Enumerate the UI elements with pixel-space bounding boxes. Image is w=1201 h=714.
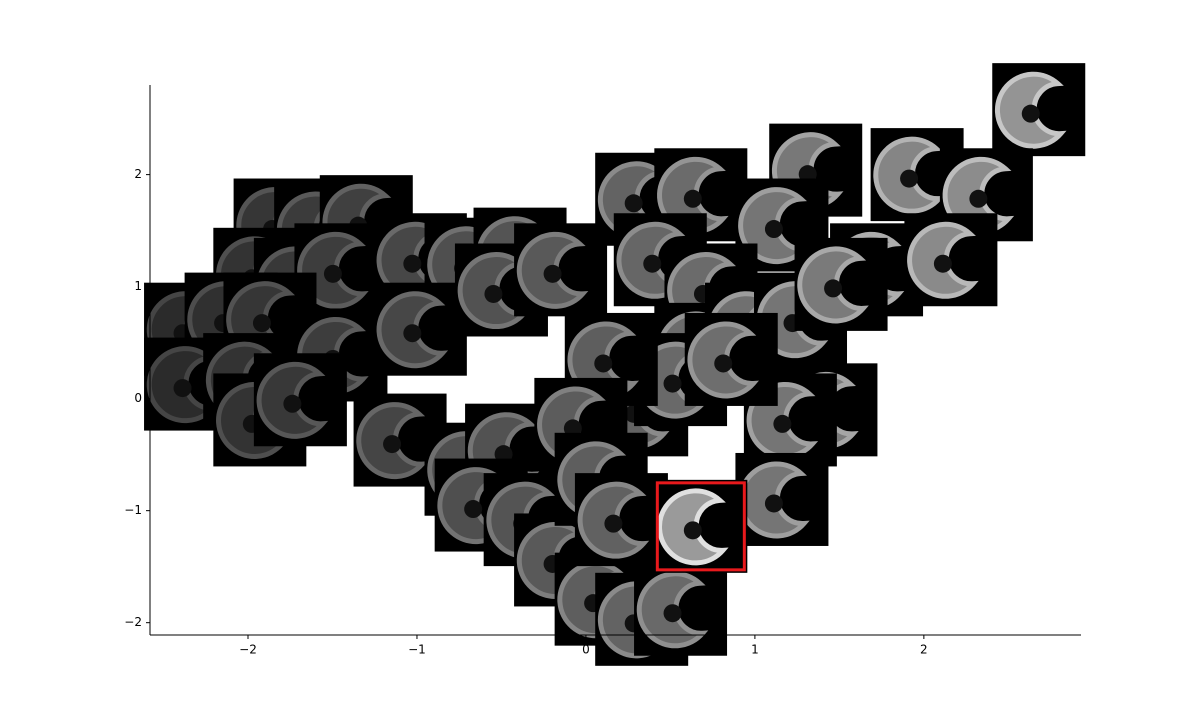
y-tick-label: 0	[134, 391, 142, 405]
tile-hole	[764, 494, 783, 513]
tile-hole	[1021, 104, 1040, 123]
image-point	[794, 237, 888, 331]
tile-hole	[773, 414, 792, 433]
image-point	[684, 312, 778, 406]
tile-hole	[933, 254, 952, 273]
image-point	[735, 452, 829, 546]
tile-hole	[464, 500, 483, 519]
tile-hole	[643, 254, 662, 273]
axes: −2 −1 0 1 2 −2 −1 0 1 2	[124, 85, 1081, 657]
y-tick-label: 1	[134, 279, 142, 293]
image-point	[634, 562, 728, 656]
tile-hole	[824, 279, 843, 298]
y-tick-label: −2	[124, 615, 142, 629]
tile-hole	[173, 379, 192, 398]
tile-hole	[683, 521, 702, 540]
tile-hole	[403, 324, 422, 343]
image-point	[904, 213, 998, 307]
image-point	[514, 223, 608, 317]
tile-hole	[663, 374, 682, 393]
image-point	[574, 473, 668, 567]
image-point	[253, 353, 347, 447]
y-tick-label: −1	[124, 503, 142, 517]
tile-hole	[484, 284, 503, 303]
tile-hole	[543, 264, 562, 283]
tile-hole	[252, 314, 271, 333]
tiles	[144, 63, 1086, 666]
tile-hole	[604, 514, 623, 533]
tile-hole	[683, 189, 702, 208]
tile-hole	[663, 604, 682, 623]
highlighted-point	[654, 479, 748, 573]
x-tick-label: 0	[582, 643, 590, 657]
tile-hole	[969, 189, 988, 208]
tile-hole	[403, 254, 422, 273]
y-tick-label: 2	[134, 167, 142, 181]
tile-hole	[624, 194, 643, 213]
x-tick-label: −1	[408, 643, 426, 657]
image-point	[144, 337, 238, 431]
image-point	[992, 63, 1086, 157]
x-tick-label: 2	[920, 643, 928, 657]
x-tick-label: −2	[239, 643, 257, 657]
tile-hole	[764, 220, 783, 239]
image-point	[373, 282, 467, 376]
highlight-frame	[655, 481, 746, 572]
tile-hole	[383, 435, 402, 454]
tile-hole	[714, 354, 733, 373]
tile-hole	[283, 394, 302, 413]
tile-hole	[323, 264, 342, 283]
x-tick-label: 1	[751, 643, 759, 657]
tile-hole	[900, 169, 919, 188]
tile-hole	[594, 354, 613, 373]
